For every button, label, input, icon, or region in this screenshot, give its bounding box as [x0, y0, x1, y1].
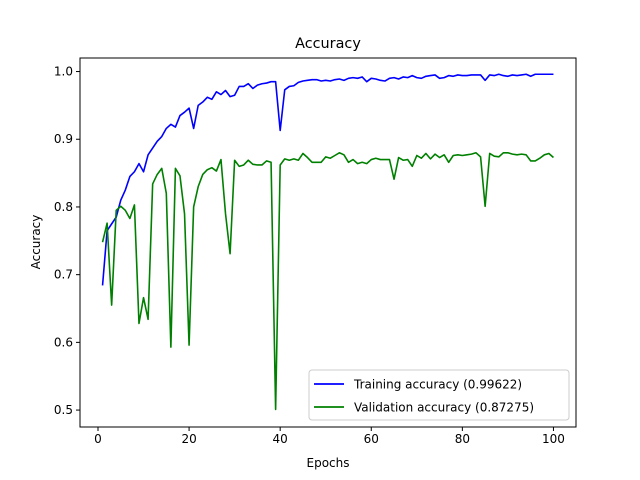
- legend-box: [308, 369, 570, 421]
- x-tick-label: 0: [94, 432, 102, 446]
- y-axis-label: Accuracy: [29, 215, 43, 270]
- y-tick-label: 0.7: [54, 268, 73, 282]
- x-tick-label: 40: [273, 432, 288, 446]
- y-tick-label: 0.8: [54, 200, 73, 214]
- series-line-training: [101, 73, 554, 286]
- x-tick-label: 20: [181, 432, 196, 446]
- series-line-validation: [101, 151, 554, 411]
- legend-label-validation: Validation accuracy (0.87275): [354, 401, 534, 415]
- plot-frame: [79, 57, 577, 428]
- series-lines: [101, 73, 554, 411]
- x-tick-label: 80: [455, 432, 470, 446]
- x-axis-label: Epochs: [307, 456, 350, 470]
- y-axis-ticks: 0.5 0.6 0.7 0.8 0.9 1.0: [54, 65, 80, 417]
- legend-label-training: Training accuracy (0.99622): [353, 378, 522, 392]
- y-tick-label: 0.5: [54, 403, 73, 417]
- plot-area: 0 20 40 60 80 100 0.5 0.6 0.7 0.8 0.9 1.0: [54, 57, 577, 446]
- x-tick-label: 100: [542, 432, 565, 446]
- y-tick-label: 1.0: [54, 65, 73, 79]
- chart-title: Accuracy: [295, 36, 361, 52]
- x-tick-label: 60: [364, 432, 379, 446]
- legend: Training accuracy (0.99622) Validation a…: [308, 369, 570, 421]
- y-tick-label: 0.9: [54, 132, 73, 146]
- y-tick-label: 0.6: [54, 335, 73, 349]
- x-axis-ticks: 0 20 40 60 80 100: [94, 427, 565, 446]
